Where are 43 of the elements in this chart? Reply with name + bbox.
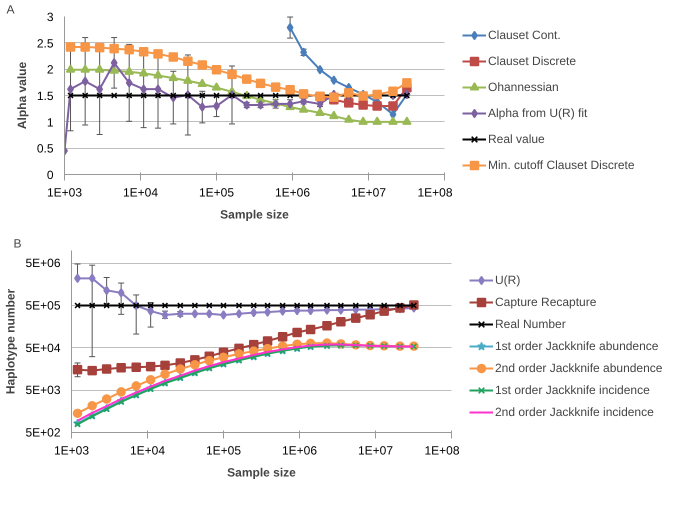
legend-label: 2nd order Jackknife abundence (495, 361, 662, 375)
x-axis-title: Sample size (220, 208, 290, 222)
y-tick-label: 5E+06 (25, 256, 61, 270)
x-tick-label: 1E+06 (274, 186, 310, 200)
text: B (14, 236, 22, 250)
legend-label: Real value (488, 132, 545, 146)
x-tick-label: 1E+08 (424, 444, 460, 458)
y-tick-label: 2.5 (36, 36, 54, 50)
legend-label: Ohannessian (488, 80, 559, 94)
legend-label: Min. cutoff Clauset Discrete (488, 158, 635, 172)
y-tick-label: 3 (46, 10, 54, 24)
y-tick-label: 0 (46, 168, 54, 182)
x-tick-label: 1E+04 (130, 444, 166, 458)
y-tick-label: 5E+03 (25, 383, 61, 398)
legend-label: Capture Recapture (495, 295, 596, 309)
y-tick-label: 5E+05 (25, 298, 61, 313)
legend-label: 1st order Jackknife incidence (495, 383, 650, 397)
x-tick-label: 1E+03 (46, 186, 82, 200)
legend-label: Alpha from U(R) fit (488, 106, 588, 120)
x-tick-label: 1E+05 (206, 444, 242, 458)
x-tick-label: 1E+03 (54, 444, 90, 458)
x-tick-label: 1E+04 (122, 186, 158, 200)
legend-label: 2nd order Jackknife incidence (495, 405, 654, 419)
legend-label: Clauset Discrete (488, 54, 576, 68)
y-tick-label: 1 (46, 115, 54, 130)
legend-label: Real Number (495, 317, 566, 331)
x-tick-label: 1E+08 (417, 186, 453, 200)
y-tick-label: 1.5 (36, 89, 54, 103)
legend-label: Clauset Cont. (488, 28, 561, 42)
x-tick-label: 1E+05 (198, 186, 234, 200)
y-axis-title: Alpha value (14, 61, 29, 130)
legend-label: 1st order Jackknife abundence (495, 339, 658, 353)
text: A (6, 2, 15, 16)
x-tick-label: 1E+07 (350, 186, 386, 200)
x-tick-label: 1E+06 (282, 444, 318, 458)
legend-label: U(R) (495, 273, 520, 287)
y-tick-label: 5E+04 (25, 340, 61, 355)
x-tick-label: 1E+07 (358, 444, 394, 458)
y-axis-title: Haplotype number (3, 288, 18, 394)
y-tick-label: 2 (46, 62, 54, 77)
y-tick-label: 5E+02 (25, 426, 61, 440)
y-tick-label: 0.5 (36, 142, 54, 156)
x-axis-title: Sample size (227, 466, 296, 480)
